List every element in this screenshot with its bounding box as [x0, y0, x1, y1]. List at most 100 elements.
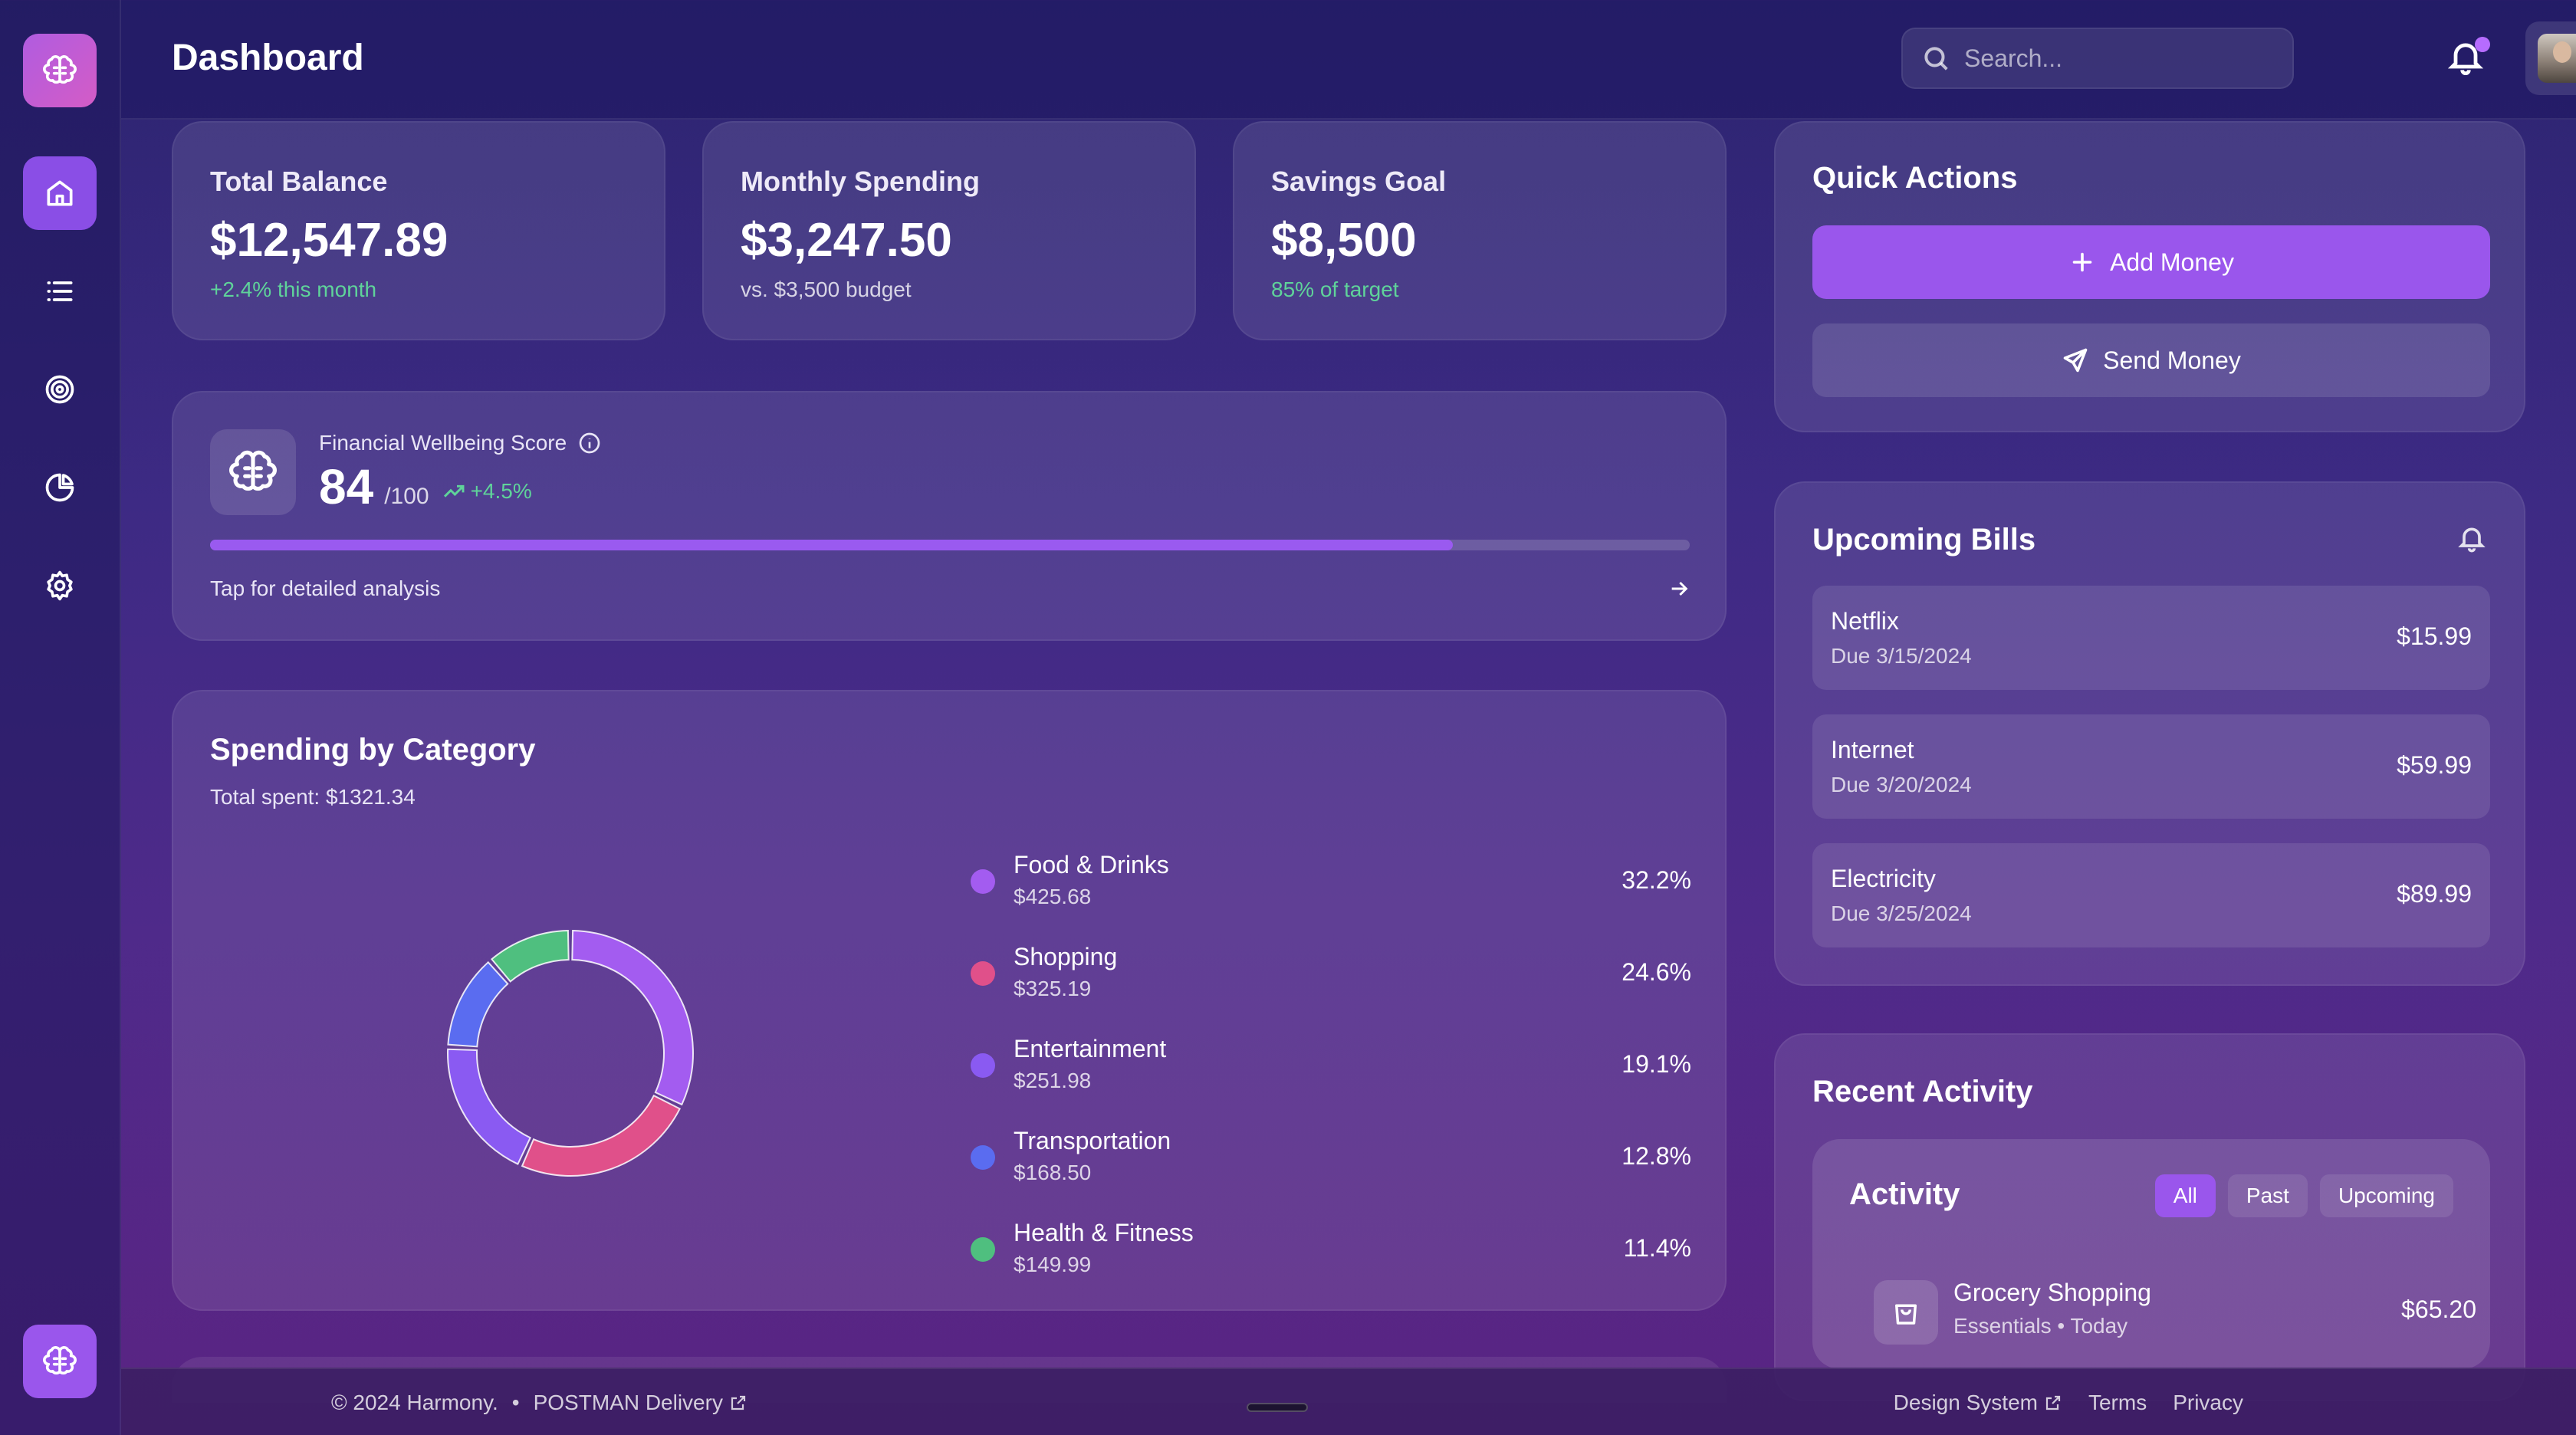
- wellbeing-title-row: Financial Wellbeing Score: [319, 431, 602, 455]
- sidebar-item-home[interactable]: [23, 156, 97, 230]
- send-money-button[interactable]: Send Money: [1812, 323, 2490, 397]
- legend-color-dot: [971, 869, 995, 894]
- stat-label: Monthly Spending: [741, 166, 980, 197]
- bill-amount: $59.99: [2397, 751, 2472, 779]
- legend-amount: $425.68: [1014, 885, 1092, 908]
- legend-color-dot: [971, 1053, 995, 1078]
- legend-item[interactable]: Shopping $325.19 24.6%: [971, 938, 1691, 1007]
- add-money-button[interactable]: Add Money: [1812, 225, 2490, 299]
- sidebar-item-transactions[interactable]: [23, 254, 97, 328]
- bills-reminder-button[interactable]: [2456, 523, 2487, 553]
- bell-icon: [2458, 527, 2486, 553]
- legend-amount: $325.19: [1014, 977, 1092, 1000]
- target-icon: [45, 375, 74, 404]
- donut-slice[interactable]: [571, 930, 694, 1106]
- partner-link[interactable]: POSTMAN Delivery: [534, 1391, 748, 1415]
- legend-percent: 12.8%: [1622, 1142, 1691, 1170]
- sidebar-brain-button[interactable]: [23, 1325, 97, 1398]
- bill-item[interactable]: Electricity Due 3/25/2024 $89.99: [1812, 843, 2490, 947]
- app-logo[interactable]: [23, 34, 97, 107]
- notifications-button[interactable]: [2446, 37, 2492, 83]
- legend-name: Shopping: [1014, 943, 1118, 970]
- legend-amount: $251.98: [1014, 1069, 1092, 1092]
- bills-title: Upcoming Bills: [1812, 523, 2036, 557]
- wellbeing-arrow-button[interactable]: [1667, 576, 1691, 601]
- wellbeing-delta-value: +4.5%: [470, 479, 532, 503]
- activity-panel: Activity All Past Upcoming Grocery Shopp…: [1812, 1139, 2490, 1369]
- stat-card-total-balance[interactable]: Total Balance $12,547.89 +2.4% this mont…: [172, 121, 665, 340]
- spending-title: Spending by Category: [210, 733, 536, 767]
- bill-amount: $15.99: [2397, 622, 2472, 650]
- legend-item[interactable]: Health & Fitness $149.99 11.4%: [971, 1214, 1691, 1283]
- activity-title: Activity: [1849, 1177, 1960, 1211]
- filter-upcoming[interactable]: Upcoming: [2319, 1174, 2453, 1217]
- activity-filters: All Past Upcoming: [2154, 1174, 2453, 1217]
- info-icon[interactable]: [577, 431, 602, 455]
- legend-color-dot: [971, 961, 995, 986]
- donut-slice[interactable]: [447, 1048, 532, 1165]
- upcoming-bills-card: Upcoming Bills Netflix Due 3/15/2024 $15…: [1774, 481, 2525, 986]
- legend-amount: $168.50: [1014, 1161, 1092, 1184]
- brain-icon: [43, 55, 77, 84]
- footer-left: © 2024 Harmony. • POSTMAN Delivery: [331, 1391, 748, 1415]
- quick-actions-card: Quick Actions Add Money Send Money: [1774, 121, 2525, 432]
- legend-item[interactable]: Transportation $168.50 12.8%: [971, 1122, 1691, 1191]
- legend-amount: $149.99: [1014, 1253, 1092, 1276]
- activity-icon-box: [1874, 1280, 1938, 1345]
- external-link-icon: [2045, 1395, 2061, 1410]
- drag-handle[interactable]: [1247, 1403, 1308, 1412]
- stat-card-monthly-spending[interactable]: Monthly Spending $3,247.50 vs. $3,500 bu…: [702, 121, 1196, 340]
- privacy-link[interactable]: Privacy: [2173, 1391, 2243, 1414]
- donut-slice[interactable]: [521, 1094, 682, 1177]
- arrow-right-icon: [1671, 581, 1688, 596]
- terms-link[interactable]: Terms: [2088, 1391, 2147, 1414]
- filter-past[interactable]: Past: [2227, 1174, 2308, 1217]
- legend-percent: 32.2%: [1622, 866, 1691, 894]
- legend-percent: 24.6%: [1622, 958, 1691, 986]
- bill-due: Due 3/20/2024: [1831, 773, 1972, 796]
- sidebar-item-analytics[interactable]: [23, 451, 97, 524]
- recent-activity-title: Recent Activity: [1812, 1075, 2033, 1108]
- legend-name: Transportation: [1014, 1127, 1171, 1154]
- bill-due: Due 3/15/2024: [1831, 644, 1972, 668]
- add-money-label: Add Money: [2110, 248, 2234, 276]
- external-link-icon: [731, 1395, 746, 1410]
- wellbeing-progress-fill: [210, 540, 1454, 550]
- bill-item[interactable]: Internet Due 3/20/2024 $59.99: [1812, 714, 2490, 819]
- bill-item[interactable]: Netflix Due 3/15/2024 $15.99: [1812, 586, 2490, 690]
- stat-card-savings-goal[interactable]: Savings Goal $8,500 85% of target: [1233, 121, 1727, 340]
- trending-up-icon: [443, 484, 465, 497]
- legend-item[interactable]: Food & Drinks $425.68 32.2%: [971, 846, 1691, 915]
- wellbeing-score: 84: [319, 459, 374, 514]
- recent-activity-card: Recent Activity Activity All Past Upcomi…: [1774, 1033, 2525, 1401]
- user-menu[interactable]: [2525, 21, 2576, 95]
- top-bar: Dashboard: [121, 0, 2576, 120]
- activity-amount: $65.20: [2401, 1295, 2476, 1323]
- bill-name: Internet: [1831, 736, 1914, 763]
- stat-value: $12,547.89: [210, 214, 449, 267]
- search-box[interactable]: [1901, 28, 2294, 89]
- filter-all[interactable]: All: [2154, 1174, 2216, 1217]
- search-input[interactable]: [1964, 44, 2286, 73]
- wellbeing-card[interactable]: Financial Wellbeing Score 84 /100 +4.5% …: [172, 391, 1727, 641]
- sidebar-item-settings[interactable]: [23, 549, 97, 622]
- page-title: Dashboard: [172, 38, 364, 78]
- activity-item[interactable]: Grocery Shopping Essentials • Today $65.…: [1874, 1274, 2476, 1351]
- design-system-link[interactable]: Design System: [1894, 1391, 2062, 1415]
- stat-value: $3,247.50: [741, 214, 952, 267]
- legend-color-dot: [971, 1145, 995, 1170]
- spending-total: Total spent: $1321.34: [210, 785, 416, 809]
- wellbeing-icon-box: [210, 429, 296, 515]
- donut-slice[interactable]: [447, 960, 509, 1048]
- stat-label: Savings Goal: [1271, 166, 1447, 197]
- send-icon: [2063, 348, 2088, 373]
- spending-donut-chart: [447, 930, 694, 1177]
- legend-item[interactable]: Entertainment $251.98 19.1%: [971, 1030, 1691, 1099]
- wellbeing-tap-text: Tap for detailed analysis: [210, 576, 441, 600]
- send-money-label: Send Money: [2103, 346, 2241, 374]
- sidebar-item-goals[interactable]: [23, 353, 97, 426]
- brain-icon: [229, 450, 277, 491]
- gear-icon: [47, 570, 73, 601]
- avatar[interactable]: [2538, 34, 2576, 83]
- donut-slice[interactable]: [490, 930, 570, 983]
